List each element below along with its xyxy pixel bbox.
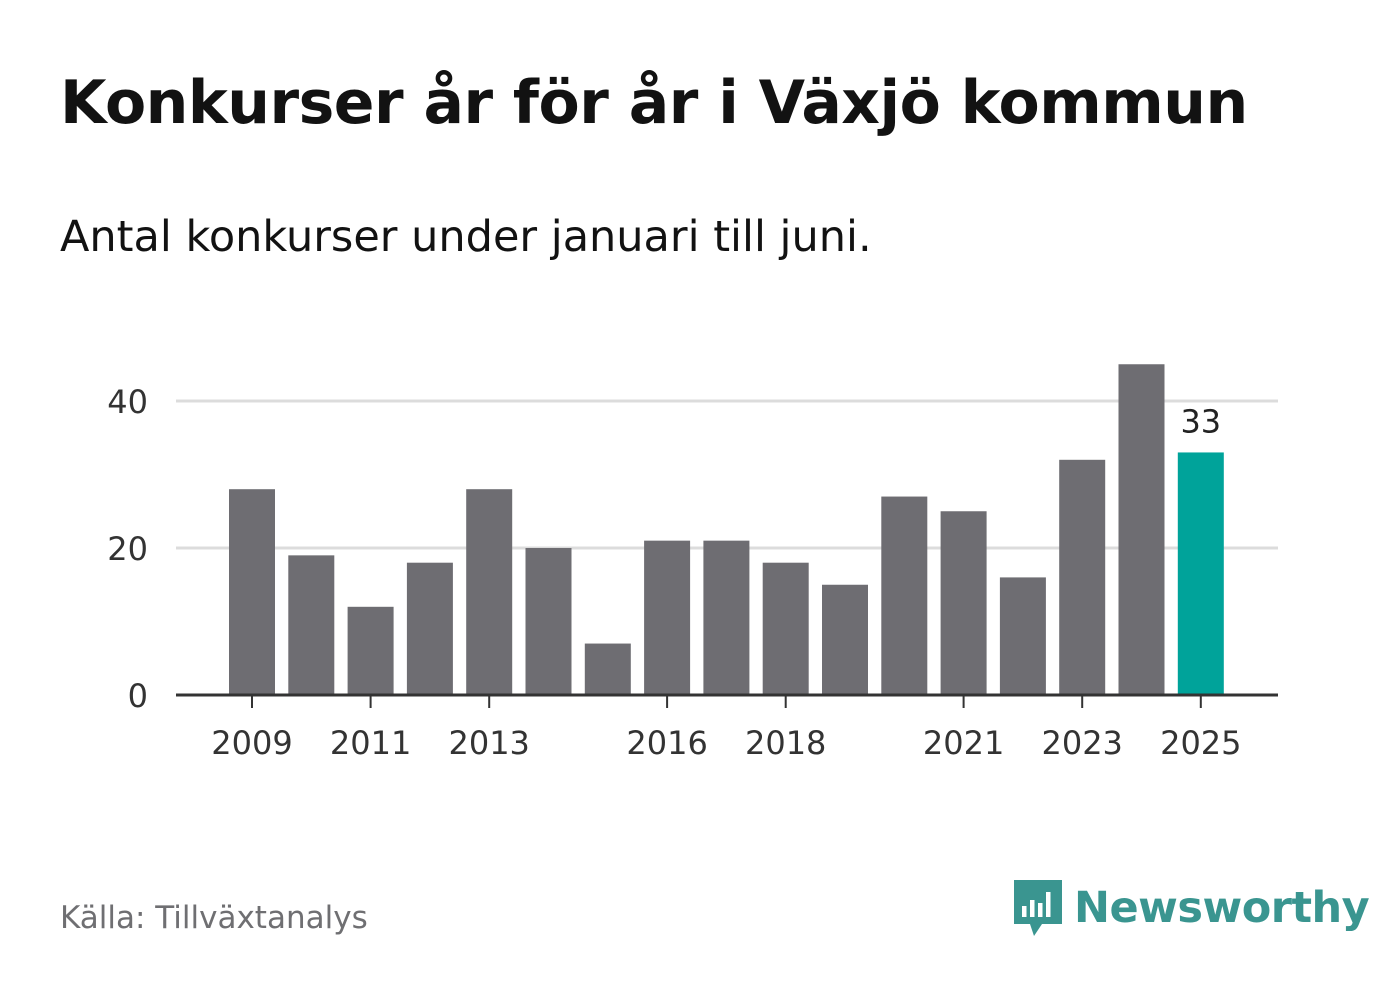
x-tick-label: 2013	[448, 724, 529, 762]
bar	[584, 643, 631, 695]
bar	[703, 540, 750, 695]
newsworthy-logo-icon	[1014, 880, 1062, 936]
bar	[1118, 364, 1165, 695]
chart-title: Konkurser år för år i Växjö kommun	[60, 68, 1248, 138]
bar	[288, 555, 335, 695]
source-text: Källa: Tillväxtanalys	[60, 900, 368, 936]
y-tick-label: 0	[128, 677, 148, 715]
bar	[940, 511, 987, 695]
bar	[822, 584, 868, 695]
bar	[762, 562, 809, 695]
brand-logo: Newsworthy	[1012, 878, 1370, 938]
bar	[466, 489, 513, 695]
bar	[347, 606, 394, 695]
x-tick-label: 2016	[626, 724, 707, 762]
bar	[525, 548, 572, 695]
x-tick-label: 2021	[923, 724, 1004, 762]
brand-name: Newsworthy	[1074, 883, 1370, 933]
bar	[1059, 459, 1106, 695]
x-tick-label: 2011	[330, 724, 411, 762]
y-tick-label: 40	[107, 383, 148, 421]
x-tick-label: 2025	[1160, 724, 1241, 762]
bar	[999, 577, 1046, 695]
x-tick-label: 2018	[745, 724, 826, 762]
x-tick-label: 2009	[211, 724, 292, 762]
bar	[1177, 452, 1224, 695]
bar	[644, 540, 691, 695]
y-tick-label: 20	[107, 530, 148, 568]
bar	[406, 562, 453, 695]
x-tick-label: 2023	[1041, 724, 1122, 762]
bar	[229, 489, 275, 695]
bar	[881, 496, 928, 695]
data-label: 33	[1180, 402, 1221, 440]
chart-subtitle: Antal konkurser under januari till juni.	[60, 212, 872, 262]
